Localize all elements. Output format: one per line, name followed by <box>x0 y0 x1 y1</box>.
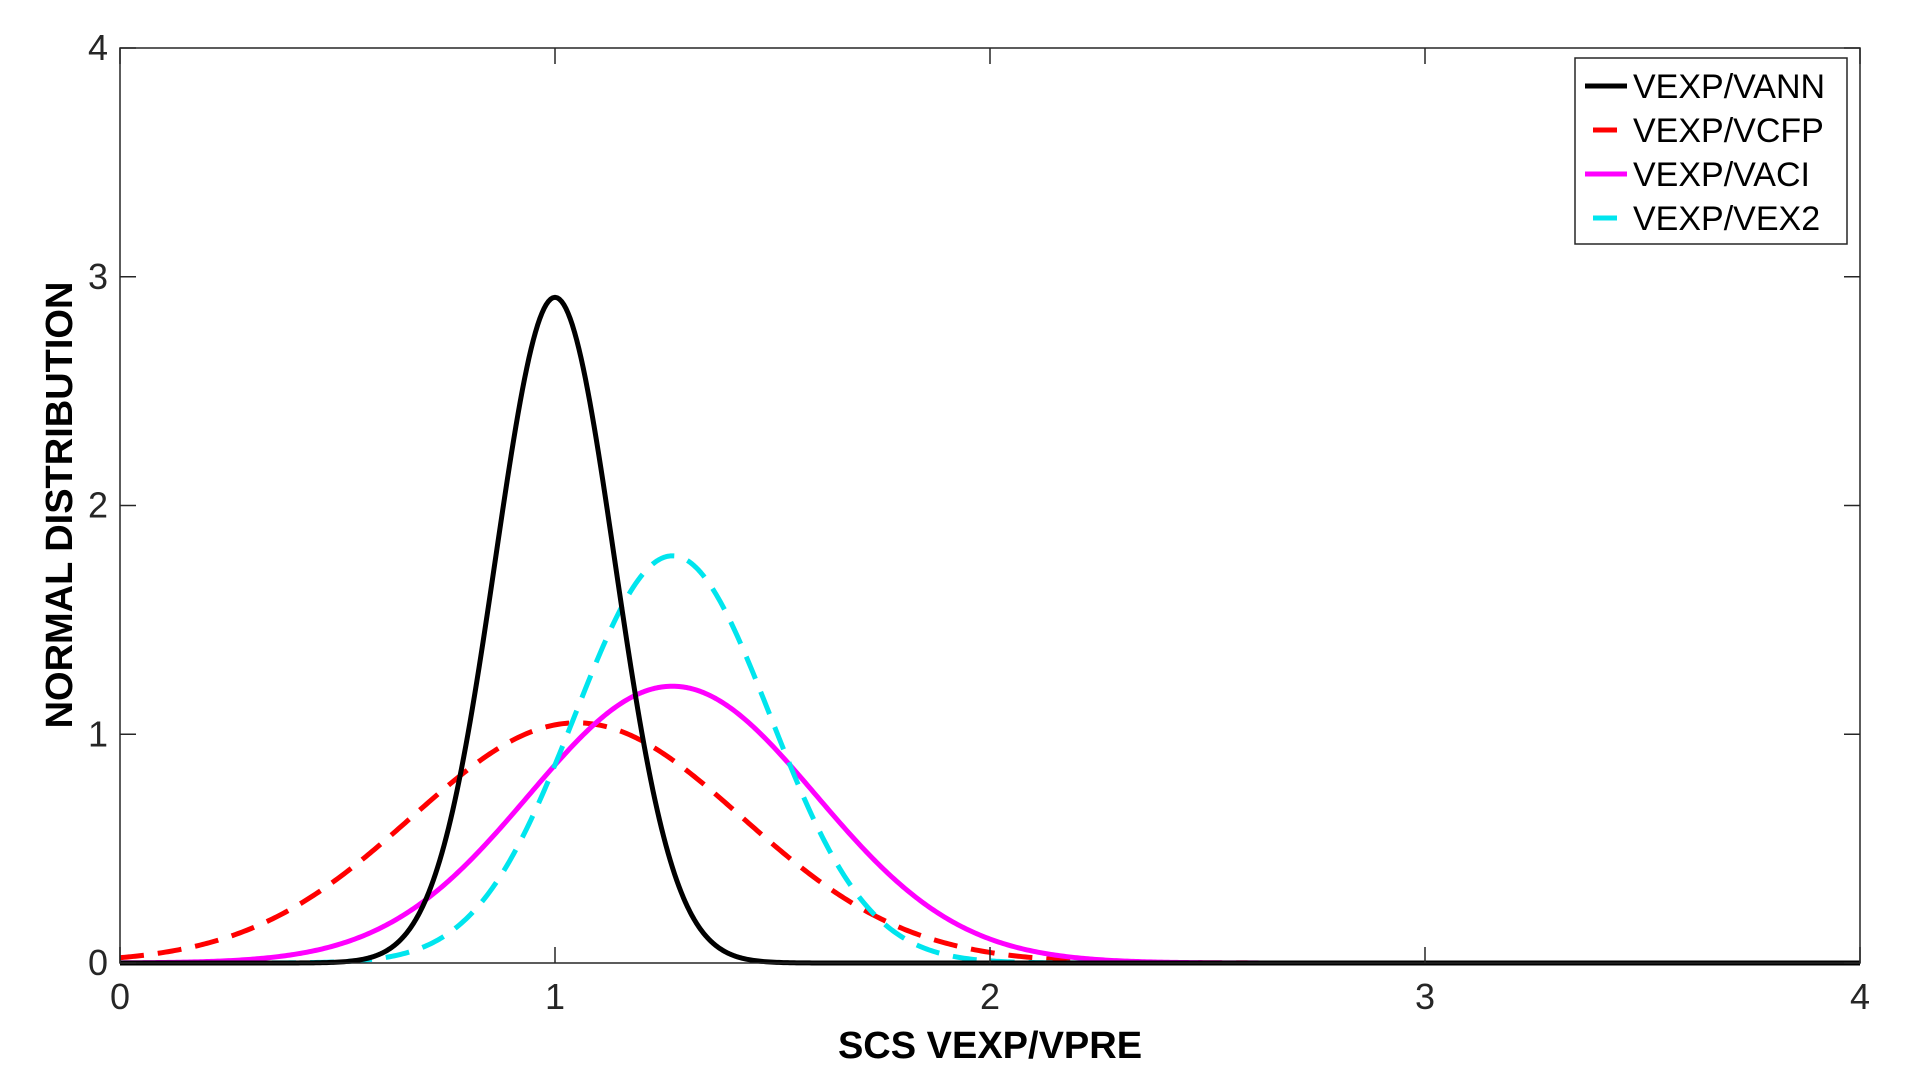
y-tick-label: 3 <box>88 256 108 297</box>
y-tick-label: 2 <box>88 485 108 526</box>
legend-label: VEXP/VCFP <box>1633 112 1824 150</box>
legend-label: VEXP/VEX2 <box>1633 200 1820 238</box>
tick-layer: 0 1 2 3 4 0 1 2 3 4 <box>88 27 1870 1017</box>
x-tick-label: 3 <box>1415 976 1435 1017</box>
legend-label: VEXP/VANN <box>1633 68 1825 106</box>
y-axis-title: NORMAL DISTRIBUTION <box>39 282 81 729</box>
x-tick-label: 1 <box>545 976 565 1017</box>
y-tick-label: 4 <box>88 27 108 68</box>
legend: VEXP/VANN VEXP/VCFP VEXP/VACI VEXP/VEX2 <box>1574 57 1848 245</box>
y-tick-label: 1 <box>88 713 108 754</box>
legend-label: VEXP/VACI <box>1633 156 1810 194</box>
y-tick-label: 0 <box>88 942 108 983</box>
x-tick-label: 4 <box>1850 976 1870 1017</box>
x-tick-label: 0 <box>110 976 130 1017</box>
legend-box <box>1574 57 1848 245</box>
x-tick-label: 2 <box>980 976 1000 1017</box>
x-axis-title: SCS VEXP/VPRE <box>838 1025 1142 1067</box>
